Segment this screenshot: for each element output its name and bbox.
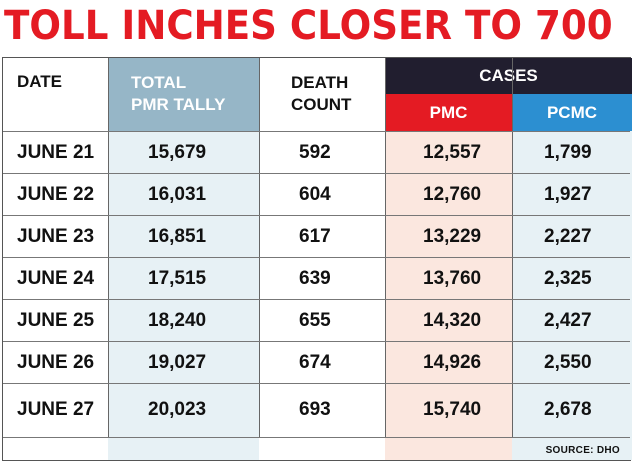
total-cell: 19,027 xyxy=(148,352,207,373)
pmc-cell: 12,557 xyxy=(423,142,482,163)
divider xyxy=(3,341,630,342)
total-cell: 15,679 xyxy=(148,142,207,163)
table-row: JUNE 22 16,031 604 12,760 1,927 xyxy=(3,174,632,216)
pmc-cell: 15,740 xyxy=(423,399,482,420)
pcmc-cell: 1,799 xyxy=(544,142,592,163)
date-cell: JUNE 24 xyxy=(17,268,95,289)
header-death-line1: DEATH xyxy=(291,73,349,92)
pcmc-cell: 2,227 xyxy=(544,226,592,247)
header-death-line2: COUNT xyxy=(291,95,352,114)
header-cases: CASES xyxy=(385,58,632,94)
date-cell: JUNE 23 xyxy=(17,226,95,247)
pcmc-cell: 2,427 xyxy=(544,310,592,331)
table-row: JUNE 24 17,515 639 13,760 2,325 xyxy=(3,258,632,300)
pmc-cell: 12,760 xyxy=(423,184,482,205)
table-row: JUNE 26 19,027 674 14,926 2,550 xyxy=(3,342,632,384)
pmc-cell: 13,760 xyxy=(423,268,482,289)
divider xyxy=(108,58,109,437)
date-cell: JUNE 26 xyxy=(17,352,95,373)
total-cell: 16,031 xyxy=(148,184,207,205)
divider xyxy=(3,299,630,300)
pmc-cell: 13,229 xyxy=(423,226,482,247)
table-row: JUNE 27 20,023 693 15,740 2,678 xyxy=(3,389,632,431)
divider xyxy=(3,215,630,216)
table-row: JUNE 25 18,240 655 14,320 2,427 xyxy=(3,300,632,342)
pcmc-cell: 1,927 xyxy=(544,184,592,205)
total-cell: 18,240 xyxy=(148,310,207,331)
pcmc-cell: 2,550 xyxy=(544,352,592,373)
date-cell: JUNE 22 xyxy=(17,184,95,205)
divider xyxy=(3,437,630,438)
divider xyxy=(3,173,630,174)
source-note: SOURCE: DHO xyxy=(545,445,620,456)
divider xyxy=(3,383,630,384)
death-cell: 655 xyxy=(299,310,331,331)
death-cell: 639 xyxy=(299,268,331,289)
death-cell: 604 xyxy=(299,184,331,205)
header-total-pmr-tally: TOTAL PMR TALLY xyxy=(108,58,259,131)
divider xyxy=(259,58,260,437)
total-cell: 16,851 xyxy=(148,226,207,247)
divider xyxy=(385,58,386,437)
total-cell: 20,023 xyxy=(148,399,207,420)
pmc-cell: 14,926 xyxy=(423,352,482,373)
data-table: DATE TOTAL PMR TALLY DEATH COUNT CASES P… xyxy=(2,57,632,461)
death-cell: 674 xyxy=(299,352,331,373)
pcmc-cell: 2,325 xyxy=(544,268,592,289)
table-row: JUNE 21 15,679 592 12,557 1,799 xyxy=(3,132,632,174)
header-date: DATE xyxy=(17,72,63,91)
header-death-count: DEATH COUNT xyxy=(259,72,385,116)
death-cell: 617 xyxy=(299,226,331,247)
divider xyxy=(512,58,513,437)
date-cell: JUNE 21 xyxy=(17,142,95,163)
date-cell: JUNE 27 xyxy=(17,399,95,420)
death-cell: 592 xyxy=(299,142,331,163)
total-cell: 17,515 xyxy=(148,268,207,289)
death-cell: 693 xyxy=(299,399,331,420)
pcmc-cell: 2,678 xyxy=(544,399,592,420)
divider xyxy=(3,131,630,132)
header-total-line2: PMR TALLY xyxy=(131,95,226,114)
header-pmc: PMC xyxy=(385,94,512,131)
date-cell: JUNE 25 xyxy=(17,310,95,331)
pmc-cell: 14,320 xyxy=(423,310,482,331)
table-row: JUNE 23 16,851 617 13,229 2,227 xyxy=(3,216,632,258)
divider xyxy=(3,257,630,258)
page-title: TOLL INCHES CLOSER TO 700 xyxy=(4,3,613,49)
header-pcmc: PCMC xyxy=(512,94,632,131)
header-total-line1: TOTAL xyxy=(131,73,187,92)
